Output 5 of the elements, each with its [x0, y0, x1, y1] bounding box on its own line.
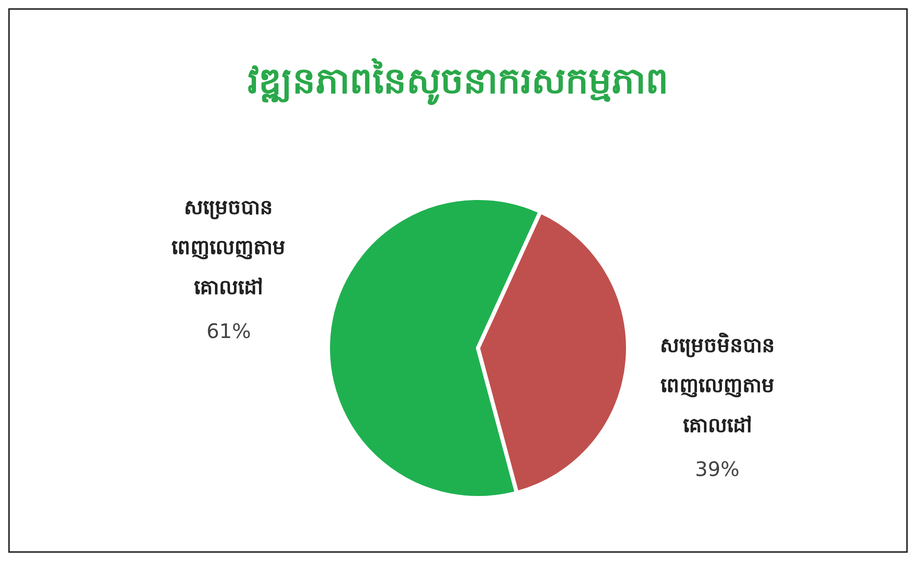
- slice-label: សម្រេចមិនបាន ពេញលេញតាម គោលដៅ: [660, 332, 775, 438]
- data-label: 61%: [206, 318, 251, 343]
- data-label: 39%: [695, 457, 740, 482]
- chart-title: វឌ្ឍនភាពនៃសូចនាករសកម្មភាព: [248, 58, 668, 105]
- slice-label: សម្រេចបាន ពេញលេញតាម គោលដៅ: [172, 194, 286, 299]
